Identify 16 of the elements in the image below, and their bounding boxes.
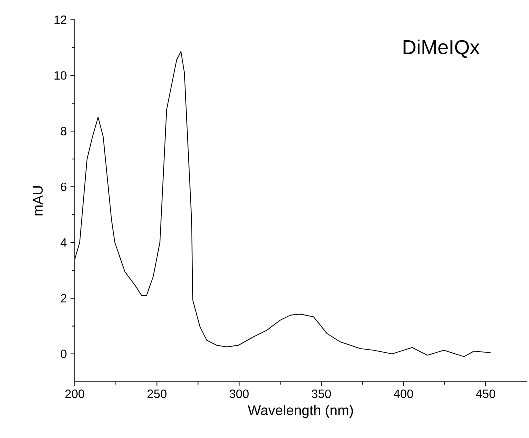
x-tick-label: 250: [148, 390, 167, 398]
y-axis-title: mAU: [33, 186, 43, 216]
y-tick-label: 0: [61, 350, 67, 358]
annotation: DiMeIQx: [404, 40, 480, 58]
y-tick-label: 6: [61, 182, 67, 192]
x-tick-label: 350: [312, 390, 332, 398]
x-tick-label: 200: [66, 390, 85, 398]
y-tick-label: 4: [60, 238, 67, 247]
y-tick-label: 12: [54, 16, 67, 24]
x-axis-title: Wavelength (nm): [248, 405, 354, 418]
x-tick-label: 450: [476, 390, 496, 398]
y-tick-label: 2: [61, 294, 67, 303]
y-tick-label: 8: [61, 127, 67, 136]
x-tick-label: 300: [230, 390, 249, 398]
y-tick-label: 10: [54, 71, 67, 80]
x-tick-label: 400: [394, 390, 414, 398]
